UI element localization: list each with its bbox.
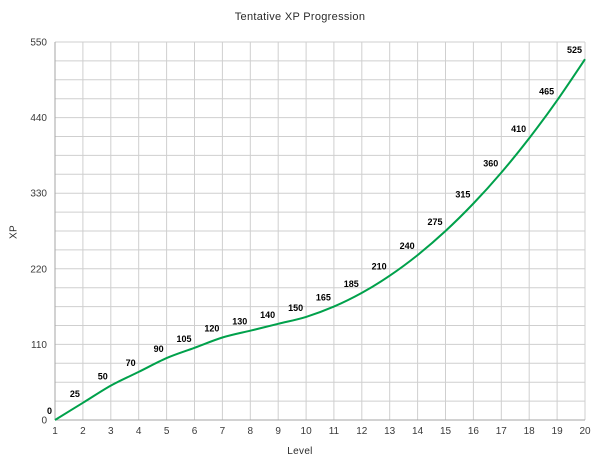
svg-text:16: 16	[468, 426, 480, 437]
svg-text:105: 105	[176, 334, 191, 344]
svg-text:220: 220	[30, 264, 47, 275]
svg-text:525: 525	[567, 45, 582, 55]
svg-text:185: 185	[344, 279, 359, 289]
svg-text:410: 410	[511, 124, 526, 134]
svg-text:0: 0	[47, 406, 52, 416]
svg-text:110: 110	[31, 340, 47, 351]
svg-text:70: 70	[126, 358, 136, 368]
svg-text:10: 10	[301, 426, 313, 437]
svg-text:8: 8	[248, 426, 254, 437]
svg-text:90: 90	[154, 344, 164, 354]
svg-text:440: 440	[30, 113, 47, 124]
chart-title: Tentative XP Progression	[234, 11, 366, 23]
svg-text:3: 3	[108, 426, 114, 437]
svg-text:6: 6	[192, 426, 198, 437]
xp-series-line	[54, 58, 586, 421]
svg-text:12: 12	[356, 426, 368, 437]
svg-text:25: 25	[70, 389, 80, 399]
svg-text:550: 550	[30, 38, 47, 49]
svg-text:15: 15	[440, 426, 452, 437]
svg-text:275: 275	[427, 217, 442, 227]
svg-text:360: 360	[483, 159, 498, 169]
svg-text:150: 150	[288, 303, 303, 313]
svg-text:465: 465	[539, 86, 554, 96]
svg-text:210: 210	[372, 262, 387, 272]
svg-text:5: 5	[164, 426, 170, 437]
svg-text:4: 4	[136, 426, 142, 437]
svg-text:14: 14	[412, 426, 424, 437]
svg-text:240: 240	[400, 241, 415, 251]
svg-text:2: 2	[80, 426, 86, 437]
svg-text:20: 20	[579, 426, 591, 437]
svg-text:13: 13	[384, 426, 396, 437]
svg-text:315: 315	[455, 190, 470, 200]
svg-text:17: 17	[496, 426, 508, 437]
svg-text:165: 165	[316, 293, 331, 303]
svg-text:140: 140	[260, 310, 275, 320]
x-axis-label: Level	[287, 446, 313, 457]
svg-text:11: 11	[329, 426, 340, 437]
svg-text:19: 19	[552, 426, 564, 437]
svg-text:9: 9	[275, 426, 281, 437]
svg-text:50: 50	[98, 372, 108, 382]
svg-text:130: 130	[232, 317, 247, 327]
svg-text:0: 0	[41, 416, 47, 427]
svg-text:7: 7	[220, 426, 226, 437]
svg-text:120: 120	[204, 324, 219, 334]
svg-text:1: 1	[52, 426, 58, 437]
svg-text:18: 18	[524, 426, 536, 437]
svg-text:330: 330	[30, 189, 47, 200]
